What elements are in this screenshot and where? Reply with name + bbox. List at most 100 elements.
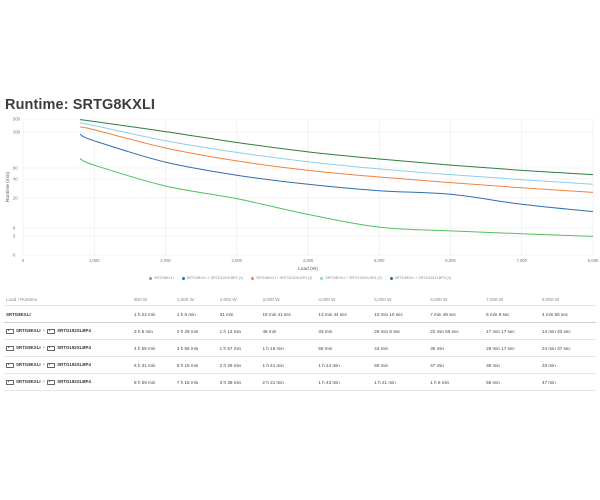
ups-device-icon: [6, 362, 14, 368]
runtime-cell: 4 min 55 sec: [540, 305, 596, 323]
config-cell: SRTG8KXLI: [4, 305, 132, 323]
chart-legend: SRTG8KXLI SRTG8KXLI + SRTG192XLBP4 (1) SRT…: [0, 276, 600, 280]
config-cell: SRTG8KXLI + SRTG192XLBP4: [4, 322, 132, 340]
y-tick-label: 20: [13, 196, 18, 201]
legend-item[interactable]: SRTG8KXLI + SRTG192XLBP4 (3): [320, 276, 382, 280]
chart-axes: 0 5 8 20 40 60 200 500 0 1,000 2,000 3,000 4,000 5,00…: [5, 117, 599, 273]
table-body: SRTG8KXLI 1 h 22 min 1 h 6 min 31 min 19 min…: [4, 305, 596, 391]
table-corner-header: Load / Runtime: [4, 293, 132, 306]
device-name: SRTG8KXLI: [6, 311, 31, 317]
table-column-header: 6,000 W: [428, 293, 485, 306]
runtime-cell: 1 h 43 min: [316, 373, 373, 391]
device-name: SRTG8KXLI: [16, 328, 41, 334]
table-column-header: 3,000 W: [260, 293, 317, 306]
runtime-cell: 46 min: [260, 322, 317, 340]
chart-grid: [22, 118, 594, 256]
y-tick-label: 60: [13, 166, 18, 171]
page-title: Runtime: SRTG8KXLI: [5, 97, 156, 113]
y-axis-title: Runtime (min): [5, 172, 11, 203]
table-column-header: 2,000 W: [217, 293, 261, 306]
runtime-cell: 7 min 49 sec: [428, 305, 485, 323]
plus-separator: +: [42, 328, 46, 334]
runtime-cell: 6 min 8 sec: [484, 305, 541, 323]
device-name: SRTG8KXLI: [16, 379, 41, 385]
series-line-2: [79, 133, 594, 213]
legend-swatch-icon: [389, 276, 393, 280]
y-tick-label: 0: [13, 253, 16, 258]
runtime-cell: 33 min: [540, 356, 596, 374]
runtime-cell: 19 min 41 sec: [260, 305, 317, 323]
runtime-cell: 7 h 15 min: [174, 373, 218, 391]
table-row: SRTG8KXLI 1 h 22 min 1 h 6 min 31 min 19 min…: [4, 305, 596, 323]
table-column-header: 5,000 W: [372, 293, 429, 306]
x-tick-label: 3,000: [232, 258, 243, 263]
runtime-cell: 43 min: [372, 339, 429, 357]
legend-item[interactable]: SRTG8KXLI: [149, 276, 174, 280]
runtime-cell: 1 h 41 min: [260, 356, 317, 374]
table-row: SRTG8KXLI + SRTG192XLBP4 8 h 59 min 7 h 15 m…: [4, 373, 596, 391]
runtime-cell: 1 h 21 min: [372, 373, 429, 391]
runtime-cell: 47 min: [428, 356, 485, 374]
battery-pack-icon: [47, 379, 56, 385]
x-tick-label: 7,000: [517, 258, 528, 263]
runtime-cell: 26 min 6 sec: [372, 322, 429, 340]
runtime-cell: 3 h 5 min: [132, 322, 175, 340]
legend-item[interactable]: SRTG8KXLI + SRTG192XLBP4 (4): [389, 276, 451, 280]
x-tick-label: 0: [22, 258, 25, 263]
table-header-row: Load / Runtime 800 W 1,000 W 2,000 W 3,000 W…: [4, 293, 596, 306]
runtime-cell: 39 min: [484, 356, 541, 374]
runtime-cell: 1 h 6 min: [174, 305, 218, 323]
runtime-cell: 31 min: [217, 305, 261, 323]
runtime-cell: 55 min: [316, 339, 373, 357]
x-tick-label: 2,000: [160, 258, 171, 263]
y-tick-label: 8: [13, 226, 16, 231]
table-column-header: 4,000 W: [316, 293, 373, 306]
y-tick-label: 500: [13, 117, 21, 122]
runtime-cell: 5 h 15 min: [174, 356, 218, 374]
runtime-cell: 3 h 38 min: [217, 373, 261, 391]
runtime-cell: 13 min 44 sec: [316, 305, 373, 323]
table-row: SRTG8KXLI + SRTG192XLBP4 6 h 31 min 5 h 15 m…: [4, 356, 596, 374]
plus-separator: +: [42, 345, 46, 351]
plus-separator: +: [42, 379, 46, 385]
legend-item[interactable]: SRTG8KXLI + SRTG192XLBP4 (2): [251, 276, 312, 280]
legend-label: SRTG8KXLI + SRTG192XLBP4 (4): [394, 276, 451, 280]
config-cell: SRTG8KXLI + SRTG192XLBP4: [4, 373, 132, 391]
addon-name: SRTG192XLBP4: [57, 379, 91, 385]
runtime-cell: 1 h 13 min: [217, 322, 261, 340]
y-tick-label: 40: [13, 177, 18, 182]
legend-swatch-icon: [251, 276, 255, 280]
runtime-cell: 2 h 29 min: [217, 356, 261, 374]
battery-pack-icon: [47, 362, 56, 368]
legend-label: SRTG8KXLI + SRTG192XLBP4 (3): [325, 276, 382, 280]
runtime-cell: 35 min: [428, 339, 485, 357]
runtime-cell: 24 min 37 sec: [540, 339, 596, 357]
addon-name: SRTG192XLBP4: [57, 328, 91, 334]
runtime-cell: 47 min: [540, 373, 596, 391]
x-tick-label: 8,000: [588, 258, 599, 263]
runtime-table: Load / Runtime 800 W 1,000 W 2,000 W 3,000 W…: [4, 293, 596, 391]
y-tick-label: 200: [13, 130, 21, 135]
runtime-cell: 2 h 29 min: [174, 322, 218, 340]
table-column-header: 8,000 W: [540, 293, 596, 306]
legend-label: SRTG8KXLI: [154, 276, 174, 280]
device-name: SRTG8KXLI: [16, 362, 41, 368]
addon-name: SRTG192XLBP4: [57, 345, 91, 351]
device-name: SRTG8KXLI: [16, 345, 41, 351]
config-cell: SRTG8KXLI + SRTG192XLBP4: [4, 356, 132, 374]
table-column-header: 800 W: [132, 293, 175, 306]
runtime-cell: 1 h 22 min: [132, 305, 175, 323]
runtime-cell: 22 min 56 sec: [428, 322, 485, 340]
legend-swatch-icon: [320, 276, 324, 280]
config-cell: SRTG8KXLI + SRTG192XLBP4: [4, 339, 132, 357]
legend-item[interactable]: SRTG8KXLI + SRTG192XLBP4 (1): [181, 276, 243, 280]
battery-pack-icon: [47, 328, 56, 334]
runtime-cell: 17 min 17 sec: [484, 322, 541, 340]
x-tick-label: 1,000: [89, 258, 100, 263]
table-column-header: 7,000 W: [484, 293, 541, 306]
runtime-cell: 2 h 21 min: [260, 373, 317, 391]
runtime-chart: 0 5 8 20 40 60 200 500 0 1,000 2,000 3,000 4,000 5,00…: [5, 117, 599, 273]
x-tick-label: 4,000: [303, 258, 314, 263]
runtime-cell: 29 min 17 sec: [484, 339, 541, 357]
series-line-4: [79, 122, 594, 185]
